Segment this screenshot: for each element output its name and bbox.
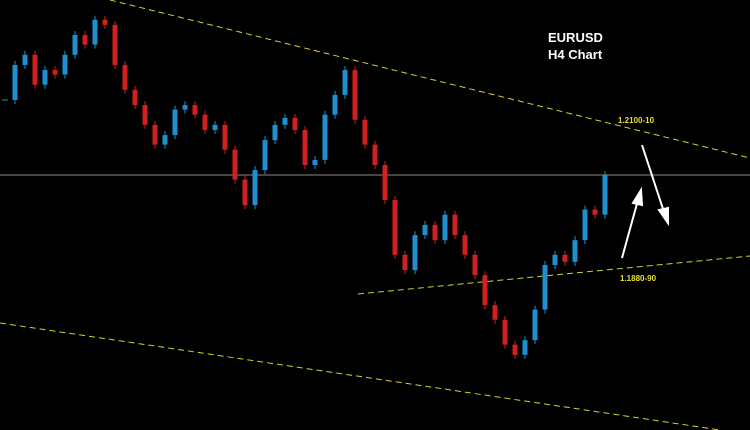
candle	[322, 114, 328, 160]
candle	[352, 70, 358, 120]
candle	[492, 305, 498, 320]
support-trendline	[357, 255, 750, 295]
candle	[552, 254, 558, 266]
candle	[162, 135, 168, 145]
candle	[532, 309, 538, 341]
candle	[12, 64, 18, 101]
candle	[472, 254, 478, 276]
candle	[172, 109, 178, 136]
candle	[192, 105, 198, 115]
chart-title: EURUSD	[548, 30, 603, 45]
candle	[572, 240, 578, 262]
candle	[502, 319, 508, 345]
candle	[202, 114, 208, 130]
candle	[222, 124, 228, 150]
candle	[422, 224, 428, 236]
candle	[102, 19, 108, 25]
candle	[212, 124, 218, 130]
candle	[382, 164, 388, 201]
candle	[332, 94, 338, 115]
candle	[582, 209, 588, 241]
candle	[92, 19, 98, 45]
candle	[32, 54, 38, 85]
candle	[272, 124, 278, 141]
upper-trendline	[109, 0, 750, 159]
level-label: 1.2100-10	[618, 116, 655, 125]
candle	[282, 117, 288, 125]
candle	[72, 35, 78, 55]
candle	[252, 170, 258, 206]
candle	[562, 254, 568, 262]
candle	[462, 235, 468, 255]
candle	[342, 70, 348, 95]
candle	[392, 200, 398, 255]
candle	[152, 124, 158, 145]
candle	[512, 344, 518, 355]
candle	[132, 89, 138, 106]
candle	[542, 265, 548, 310]
candle	[52, 70, 58, 75]
candle	[182, 105, 188, 110]
candle	[112, 24, 118, 65]
candle	[412, 235, 418, 271]
lower-trendline	[0, 322, 721, 430]
candle	[442, 214, 448, 241]
candle	[522, 340, 528, 355]
candle	[242, 179, 248, 206]
candle	[22, 54, 28, 65]
chart-subtitle: H4 Chart	[548, 47, 603, 62]
candle	[372, 144, 378, 165]
candle	[292, 117, 298, 130]
candle	[122, 64, 128, 90]
candle	[42, 70, 48, 85]
candle	[482, 275, 488, 306]
candle	[602, 175, 608, 215]
candle	[302, 129, 308, 165]
candle	[402, 254, 408, 271]
candle	[362, 119, 368, 145]
candle	[592, 209, 598, 215]
candle	[452, 214, 458, 236]
candle	[142, 105, 148, 125]
candle	[62, 54, 68, 75]
candle	[432, 224, 438, 241]
candle	[312, 159, 318, 165]
candle	[232, 149, 238, 180]
candle	[262, 140, 268, 171]
level-label: 1.1880-90	[620, 274, 657, 283]
candle	[82, 35, 88, 45]
candles	[2, 15, 608, 359]
arrows	[621, 144, 669, 259]
